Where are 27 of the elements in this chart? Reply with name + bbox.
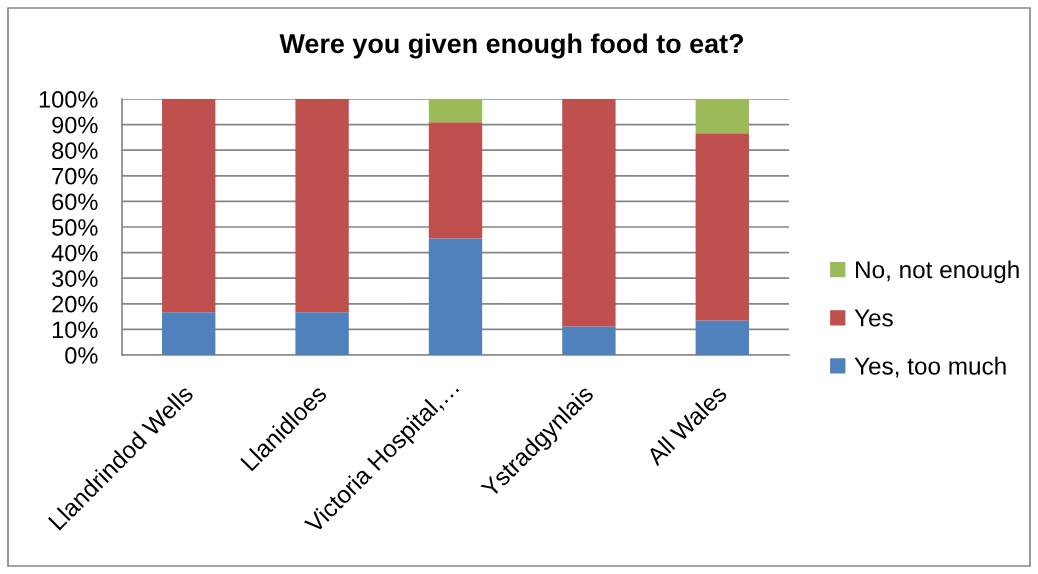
y-tick-label: 80%	[52, 142, 98, 159]
bar	[562, 326, 616, 355]
bar	[428, 238, 483, 355]
bar	[428, 122, 483, 239]
y-tick-label: 90%	[52, 116, 98, 134]
y-tick-label: 60%	[52, 193, 98, 211]
legend-label: No, not enough	[856, 260, 1019, 284]
bar	[162, 312, 216, 355]
y-tick-label: 100%	[39, 91, 98, 108]
legend-label: Yes, too much	[854, 356, 1006, 378]
bar	[695, 133, 749, 321]
bar	[695, 320, 749, 355]
bar	[562, 99, 616, 327]
legend-label: Yes	[854, 309, 893, 327]
y-tick-label: 30%	[52, 270, 98, 287]
bar	[162, 99, 216, 313]
y-tick-label: 0%	[65, 347, 98, 364]
bar	[295, 99, 349, 313]
y-tick-label: 40%	[51, 244, 98, 262]
y-tick-label: 10%	[52, 321, 98, 339]
bar	[695, 99, 749, 134]
y-tick-label: 50%	[52, 219, 98, 236]
y-tick-label: 70%	[52, 167, 98, 185]
chart-title: Were you given enough food to eat?	[279, 33, 743, 59]
bar	[428, 99, 483, 123]
y-tick-label: 20%	[52, 295, 98, 313]
bar	[295, 312, 349, 355]
